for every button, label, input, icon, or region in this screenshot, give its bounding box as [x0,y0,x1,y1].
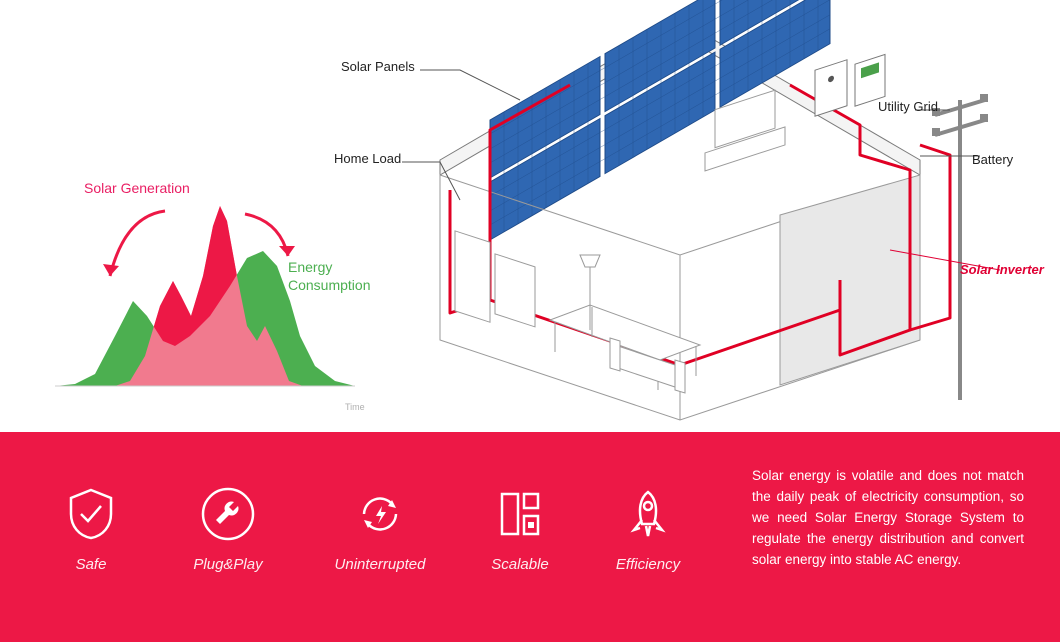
feature-scalable: Scalable [470,482,570,573]
utility-pole [932,94,988,400]
energy-consumption-label: EnergyConsumption [288,258,371,294]
solar-panel-array [490,0,830,240]
feature-safe-label: Safe [46,556,136,573]
feature-scalable-label: Scalable [470,556,570,573]
arrow-right [245,214,288,256]
features-panel: Safe Plug&Play Uninterrupted [0,432,1060,642]
home-load-label: Home Load [334,151,401,166]
solar-inverter-label: Solar Inverter [960,262,1044,277]
refresh-bolt-icon [348,482,412,546]
utility-grid-label: Utility Grid [878,99,938,114]
solar-panels-label: Solar Panels [341,59,415,74]
shield-check-icon [59,482,123,546]
modules-icon [488,482,552,546]
top-section: Solar Generation EnergyConsumption Time [0,0,1060,432]
feature-plugplay-label: Plug&Play [178,556,278,573]
chart-svg [55,186,355,406]
battery-unit [815,60,847,116]
arrow-left-head [103,264,119,276]
feature-plugplay: Plug&Play [178,482,278,573]
wrench-circle-icon [196,482,260,546]
house-diagram [360,0,1060,432]
arrow-right-head [279,246,295,256]
feature-efficiency: Efficiency [598,482,698,573]
feature-efficiency-label: Efficiency [598,556,698,573]
rocket-icon [616,482,680,546]
feature-safe: Safe [46,482,136,573]
panel-description: Solar energy is volatile and does not ma… [752,466,1024,571]
solar-generation-label: Solar Generation [84,180,190,196]
generation-consumption-chart [55,186,355,406]
feature-uninterrupted: Uninterrupted [320,482,440,573]
feature-uninterrupted-label: Uninterrupted [320,556,440,573]
battery-label: Battery [972,152,1013,167]
